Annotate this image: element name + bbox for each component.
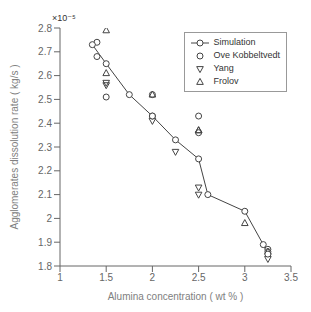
svg-text:Agglomerates dissolution rate: Agglomerates dissolution rate ( kg/s ) xyxy=(9,64,20,229)
html-text:Frolov: Frolov xyxy=(213,76,239,86)
svg-text:2.3: 2.3 xyxy=(38,142,52,153)
svg-text:1.8: 1.8 xyxy=(38,261,52,272)
svg-text:1.5: 1.5 xyxy=(99,272,113,283)
svg-text:2.8: 2.8 xyxy=(38,23,52,34)
svg-text:2.7: 2.7 xyxy=(38,46,52,57)
svg-text:1.9: 1.9 xyxy=(38,237,52,248)
svg-text:2: 2 xyxy=(150,272,156,283)
svg-text:2.4: 2.4 xyxy=(38,118,52,129)
svg-text:2.1: 2.1 xyxy=(38,189,52,200)
svg-text:3: 3 xyxy=(242,272,248,283)
svg-text:2.5: 2.5 xyxy=(38,94,52,105)
svg-text:2.6: 2.6 xyxy=(38,70,52,81)
svg-text:Alumina concentration ( wt % ): Alumina concentration ( wt % ) xyxy=(108,291,244,302)
svg-text:2.2: 2.2 xyxy=(38,165,52,176)
html-text:Ove Kobbeltvedt: Ove Kobbeltvedt xyxy=(213,50,280,60)
html-text:Yang: Yang xyxy=(213,63,234,73)
html-text:×10⁻⁵: ×10⁻⁵ xyxy=(52,13,76,23)
svg-text:2: 2 xyxy=(46,213,52,224)
svg-text:2.5: 2.5 xyxy=(192,272,206,283)
html-text:Simulation: Simulation xyxy=(213,37,256,47)
svg-text:1: 1 xyxy=(57,272,63,283)
svg-text:3.5: 3.5 xyxy=(284,272,298,283)
